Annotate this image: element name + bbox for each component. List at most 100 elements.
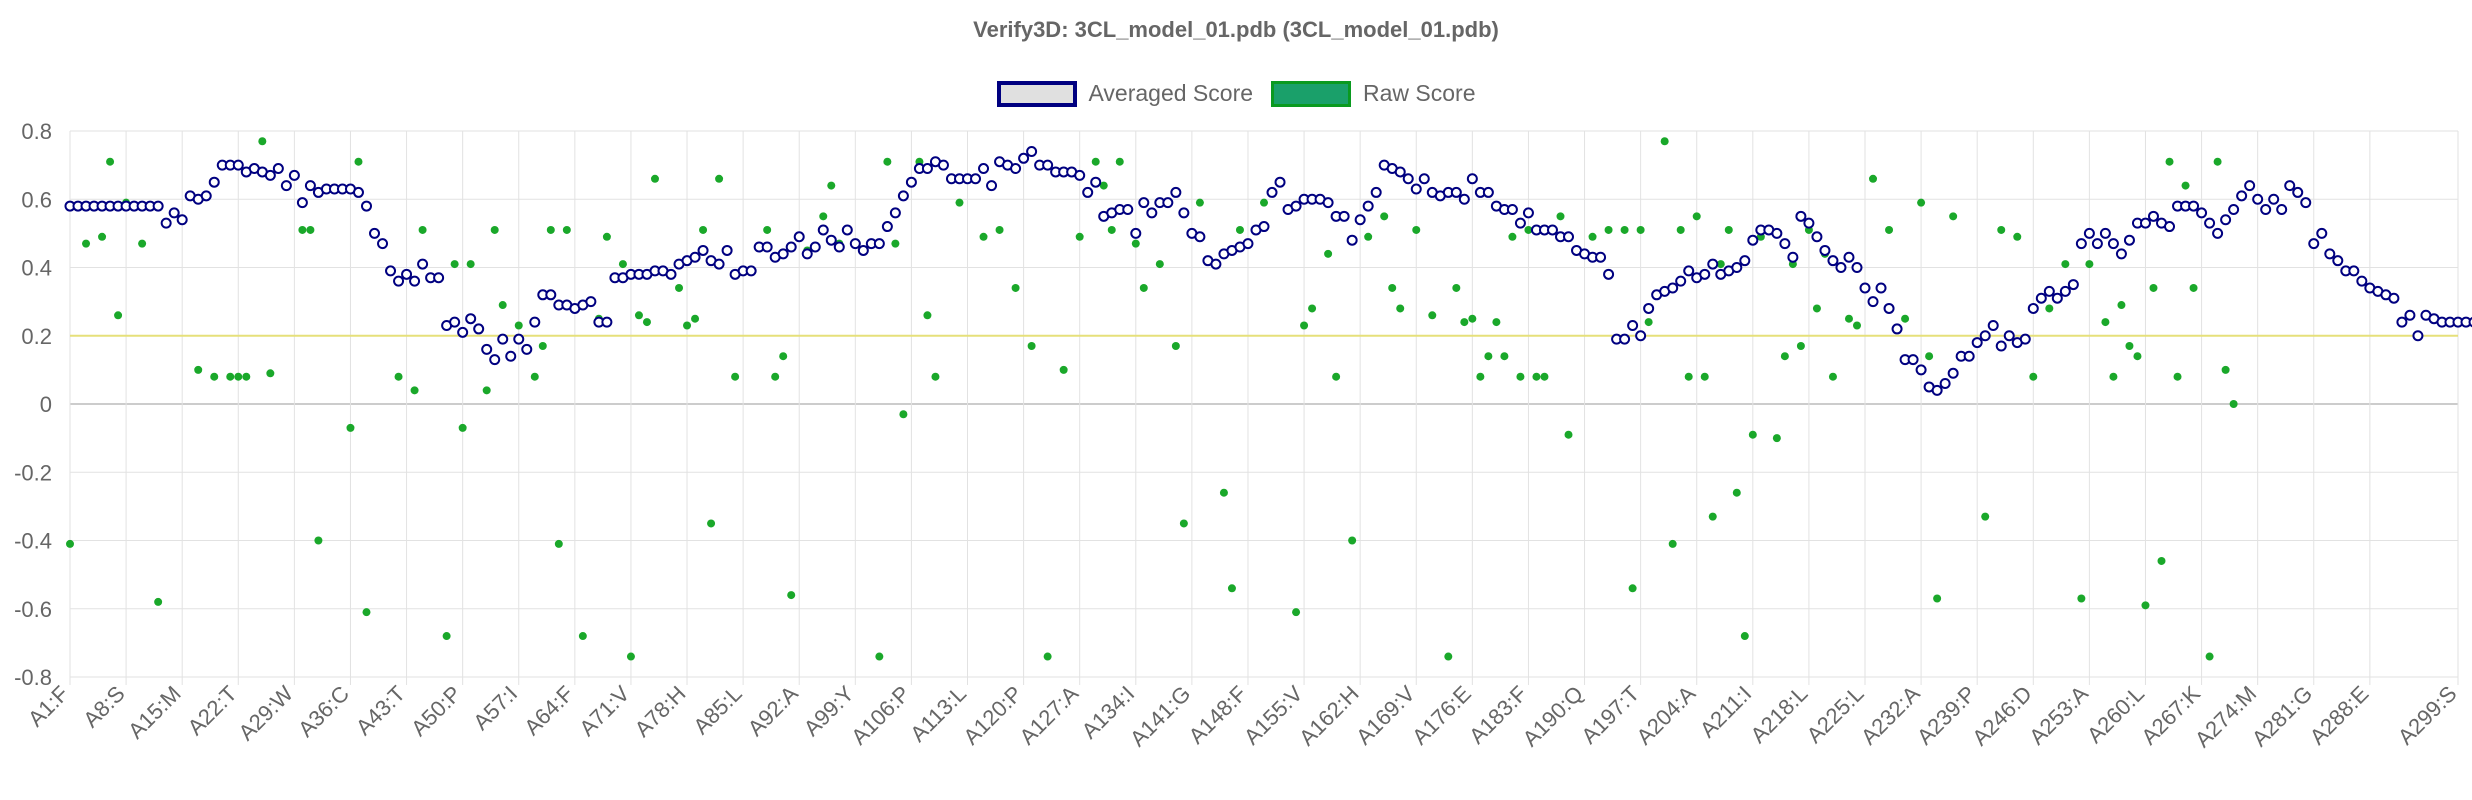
averaged-score-point [1939,378,1951,390]
averaged-score-point [2139,217,2151,229]
x-tick-label: A162:H [1294,681,1364,751]
averaged-score-point [1891,323,1903,335]
averaged-score-point [713,258,725,270]
averaged-score-point [1931,384,1943,396]
raw-score-point [1428,311,1437,320]
raw-score-point [2061,260,2070,269]
raw-score-point [955,198,964,207]
raw-score-point [1115,157,1124,166]
x-tick-label: A106:P [846,681,915,750]
raw-score-point [234,372,243,381]
averaged-score-point [497,333,509,345]
raw-score-point [2141,601,2150,610]
averaged-score-point [2324,248,2336,260]
averaged-score-point [401,268,413,280]
averaged-score-point [1875,282,1887,294]
x-tick-label: A281:G [2247,681,2317,751]
averaged-score-point [377,238,389,250]
averaged-score-point [465,313,477,325]
x-tick-label: A176:E [1407,681,1476,750]
raw-score-point [1684,372,1693,381]
chart-title: Verify3D: 3CL_model_01.pdb (3CL_model_01… [973,17,1499,42]
raw-score-point [1700,372,1709,381]
averaged-score-point [905,176,917,188]
raw-score-point [1452,283,1461,292]
raw-score-point [1564,430,1573,439]
averaged-score-point [665,268,677,280]
y-tick-label: 0.2 [21,324,52,349]
raw-score-point [298,225,307,234]
raw-score-point [1171,341,1180,350]
averaged-score-point [721,244,733,256]
raw-score-point [1380,212,1389,221]
raw-score-point [979,232,988,241]
averaged-score-point [1995,340,2007,352]
x-tick-label: A274:M [2190,681,2261,752]
averaged-score-point [2123,234,2135,246]
averaged-score-point [288,169,300,181]
averaged-score-point [1362,200,1374,212]
averaged-score-point [1811,231,1823,243]
x-tick-label: A113:L [905,681,971,747]
averaged-score-point [521,343,533,355]
y-tick-label: -0.4 [14,529,52,554]
averaged-score-point [1595,251,1607,263]
raw-score-point [1740,632,1749,641]
raw-score-point [1388,283,1397,292]
averaged-score-point [2260,203,2272,215]
averaged-score-point [1907,354,1919,366]
averaged-score-point [2220,214,2232,226]
raw-score-point [1604,225,1613,234]
raw-score-point [546,225,555,234]
averaged-score-point [2164,221,2176,233]
raw-score-point [2077,594,2086,603]
raw-score-point [2221,365,2230,374]
raw-score-point [1516,372,1525,381]
raw-score-point [1131,239,1140,248]
x-tick-label: A8:S [78,681,129,732]
x-tick-label: A22:T [183,681,242,740]
averaged-score-point [2284,180,2296,192]
raw-score-point [1796,341,1805,350]
legend-swatch-raw [1271,80,1352,107]
x-tick-label: A29:W [234,681,299,746]
averaged-score-point [1987,320,1999,332]
raw-score-point [1292,608,1301,617]
averaged-score-point [601,316,613,328]
averaged-score-point [280,180,292,192]
legend: Averaged Score Raw Score [0,80,2472,107]
raw-score-point [226,372,235,381]
averaged-score-point [986,180,998,192]
averaged-score-point [208,176,220,188]
averaged-score-point [1394,166,1406,178]
raw-score-point [490,225,499,234]
averaged-score-point [1042,159,1054,171]
legend-item-averaged-score[interactable]: Averaged Score [996,80,1253,107]
raw-score-point [931,372,940,381]
averaged-score-point [761,241,773,253]
raw-score-point [98,232,107,241]
averaged-score-point [1194,231,1206,243]
x-tick-label: A71:V [574,681,634,741]
x-tick-label: A141:G [1125,681,1195,751]
averaged-score-point [2412,330,2424,342]
raw-score-point [1524,225,1533,234]
averaged-score-point [809,241,821,253]
raw-score-point [1468,314,1477,323]
y-tick-label: -0.8 [14,665,52,690]
raw-score-point [787,591,796,600]
averaged-score-point [352,186,364,198]
averaged-score-point [449,316,461,328]
raw-score-point [266,369,275,378]
averaged-score-point [2147,210,2159,222]
averaged-score-point [585,296,597,308]
raw-score-point [2229,400,2238,408]
averaged-score-point [745,265,757,277]
raw-score-point [194,365,203,374]
raw-score-point [1628,584,1637,593]
averaged-score-point [1346,234,1358,246]
raw-score-point [1444,652,1453,661]
averaged-score-point [1514,217,1526,229]
legend-item-raw-score[interactable]: Raw Score [1271,80,1476,107]
averaged-score-point [1603,268,1615,280]
